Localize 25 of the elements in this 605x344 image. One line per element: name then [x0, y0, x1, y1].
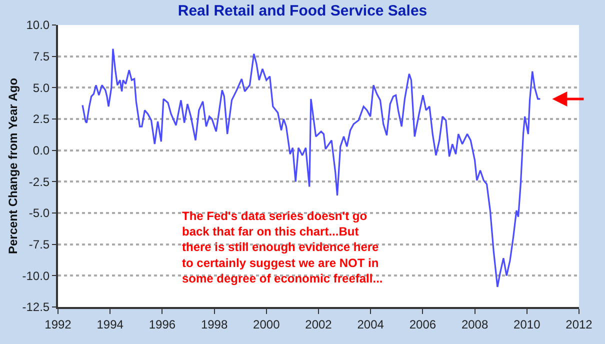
x-tick-label: 2012: [566, 317, 593, 332]
y-tick-label: 7.5: [32, 50, 50, 64]
x-tick-label: 1996: [148, 317, 176, 332]
chart-title: Real Retail and Food Service Sales: [178, 2, 428, 20]
y-tick-label: 2.5: [32, 112, 50, 126]
y-tick-label: -12.5: [22, 300, 50, 314]
line-series: [82, 48, 541, 288]
y-tick-label: 5.0: [32, 80, 50, 95]
annotation: The Fed's data series doesn't go back that far on this chart...But there is still enough evidence here to certainly suggest we are NOT in some degree of economic freefall...: [182, 209, 383, 286]
y-tick-label: -2.5: [28, 174, 50, 189]
y-tick-label: -7.5: [28, 238, 50, 252]
x-tick-label: 1998: [200, 317, 228, 332]
y-tick-label: 10.0: [26, 18, 50, 32]
y-tick-label: -5.0: [28, 206, 50, 220]
x-tick-label: 1992: [44, 317, 72, 332]
x-tick-label: 2002: [305, 317, 332, 332]
y-tick-label: 0.0: [32, 144, 50, 158]
x-tick-label: 2010: [514, 317, 541, 332]
y-tick-label: -10.0: [22, 268, 50, 283]
x-tick-label: 2006: [409, 317, 436, 332]
x-tick-label: 2004: [357, 317, 384, 332]
y-axis-title: Percent Change from Year Ago: [6, 78, 20, 254]
x-tick-label: 1994: [96, 317, 124, 332]
x-tick-label: 2000: [253, 317, 280, 332]
x-tick-label: 2008: [461, 317, 488, 332]
